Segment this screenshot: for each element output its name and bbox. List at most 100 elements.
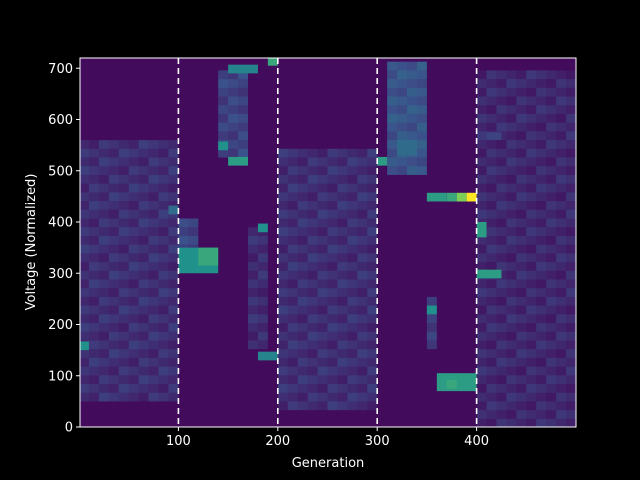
heatmap-cell xyxy=(377,261,388,271)
heatmap-cell xyxy=(297,357,309,367)
heatmap-cell xyxy=(426,278,438,289)
heatmap-cell xyxy=(536,69,547,80)
heatmap-cell xyxy=(247,366,259,376)
heatmap-cell xyxy=(347,58,358,62)
heatmap-cell xyxy=(218,252,229,263)
heatmap-cell xyxy=(407,244,418,254)
heatmap-cell xyxy=(486,278,498,289)
heatmap-cell xyxy=(267,357,279,367)
heatmap-cell xyxy=(466,392,478,402)
heatmap-cell xyxy=(476,400,488,411)
heatmap-cell xyxy=(526,392,537,402)
heatmap-cell xyxy=(466,61,478,71)
heatmap-cell xyxy=(486,87,498,97)
heatmap-cell xyxy=(317,270,329,280)
heatmap-cell xyxy=(287,409,299,419)
heatmap-cell xyxy=(158,61,170,71)
heatmap-cell xyxy=(536,156,547,167)
heatmap-cell xyxy=(526,104,537,114)
heatmap-hotspot xyxy=(426,305,437,315)
heatmap-cell xyxy=(198,226,209,236)
heatmap-cell xyxy=(198,374,209,385)
heatmap-cell xyxy=(80,270,90,280)
heatmap-cell xyxy=(267,87,279,97)
heatmap-cell xyxy=(297,183,309,193)
heatmap-cell xyxy=(307,313,319,324)
heatmap-cell xyxy=(297,174,309,184)
heatmap-cell xyxy=(257,139,269,149)
heatmap-cell xyxy=(516,348,527,358)
heatmap-cell xyxy=(466,322,478,332)
heatmap-cell xyxy=(337,313,348,324)
heatmap-cell xyxy=(367,200,378,210)
heatmap-cell xyxy=(506,348,517,358)
heatmap-cell xyxy=(158,244,170,254)
heatmap-cell xyxy=(238,374,249,385)
heatmap-cell xyxy=(546,252,557,263)
heatmap-cell xyxy=(228,87,239,97)
heatmap-cell xyxy=(168,148,180,158)
heatmap-cell xyxy=(80,200,90,210)
heatmap-cell xyxy=(397,174,408,184)
heatmap-cell xyxy=(347,156,358,167)
heatmap-cell xyxy=(118,78,130,88)
heatmap-cell xyxy=(168,418,180,427)
y-tick-label: 400 xyxy=(48,216,73,231)
heatmap-cell xyxy=(387,200,398,210)
heatmap-cell xyxy=(257,374,269,385)
heatmap-cell xyxy=(347,296,358,306)
heatmap-cell xyxy=(128,270,140,280)
heatmap-cell xyxy=(377,61,388,71)
heatmap-cell xyxy=(506,418,517,427)
heatmap-cell xyxy=(198,313,209,324)
heatmap-cell xyxy=(218,191,229,202)
heatmap-cell xyxy=(108,200,120,210)
heatmap-cell xyxy=(506,191,517,202)
heatmap-cell xyxy=(287,400,299,411)
heatmap-cell xyxy=(516,87,527,97)
heatmap-cell xyxy=(168,331,180,341)
heatmap-cell xyxy=(446,209,458,219)
heatmap-cell xyxy=(307,58,319,62)
heatmap-cell xyxy=(88,122,100,132)
heatmap-cell xyxy=(138,366,150,376)
heatmap-cell xyxy=(387,383,398,393)
heatmap-cell xyxy=(108,139,120,149)
heatmap-cell xyxy=(436,313,448,324)
heatmap-cell xyxy=(178,139,189,149)
heatmap-cell xyxy=(446,261,458,271)
heatmap-cell xyxy=(436,392,448,402)
heatmap-cell xyxy=(277,209,289,219)
heatmap-cell xyxy=(496,183,508,193)
heatmap-cell xyxy=(228,374,239,385)
heatmap-cell xyxy=(516,165,527,175)
heatmap-cell xyxy=(327,305,339,315)
heatmap-cell xyxy=(238,287,249,297)
heatmap-cell xyxy=(80,209,90,219)
heatmap-cell xyxy=(327,209,339,219)
heatmap-cell xyxy=(88,226,100,236)
heatmap-cell xyxy=(287,313,299,324)
heatmap-cell xyxy=(446,296,458,306)
heatmap-cell xyxy=(238,69,249,80)
heatmap-cell xyxy=(367,357,378,367)
heatmap-cell xyxy=(526,58,537,62)
heatmap-cell xyxy=(486,61,498,71)
heatmap-cell xyxy=(138,200,150,210)
heatmap-cell xyxy=(377,226,388,236)
heatmap-cell xyxy=(138,165,150,175)
heatmap-cell xyxy=(208,313,219,324)
heatmap-cell xyxy=(277,165,289,175)
heatmap-cell xyxy=(556,130,567,141)
y-tick-label: 0 xyxy=(65,421,73,436)
heatmap-cell xyxy=(267,78,279,88)
heatmap-cell xyxy=(158,58,170,62)
heatmap-cell xyxy=(566,58,576,62)
heatmap-cell xyxy=(456,69,468,80)
heatmap-cell xyxy=(416,87,428,97)
heatmap-cell xyxy=(496,235,508,245)
heatmap-cell xyxy=(566,235,576,245)
heatmap-cell xyxy=(307,348,319,358)
heatmap-cell xyxy=(188,130,199,141)
heatmap-cell xyxy=(456,348,468,358)
